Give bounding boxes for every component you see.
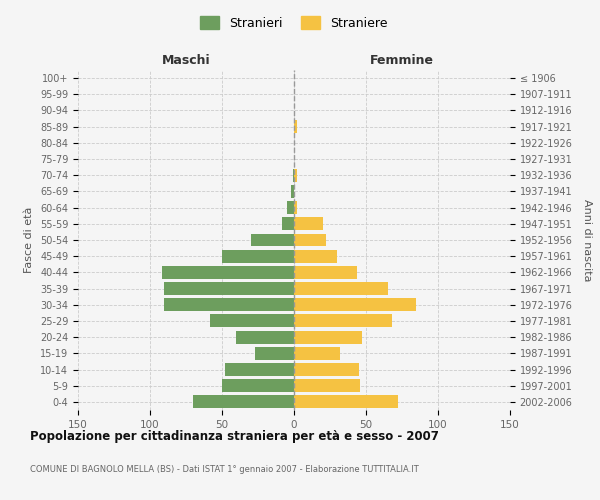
Bar [294, 396, 398, 408]
Bar [222, 250, 294, 262]
Bar [236, 330, 294, 344]
Bar [211, 314, 294, 328]
Y-axis label: Fasce di età: Fasce di età [25, 207, 34, 273]
Bar [291, 185, 294, 198]
Bar [294, 330, 362, 344]
Bar [294, 282, 388, 295]
Bar [293, 169, 294, 181]
Bar [294, 379, 360, 392]
Text: Maschi: Maschi [161, 54, 211, 67]
Bar [164, 282, 294, 295]
Bar [193, 396, 294, 408]
Bar [251, 234, 294, 246]
Bar [294, 234, 326, 246]
Bar [294, 120, 297, 133]
Bar [294, 218, 323, 230]
Bar [161, 266, 294, 279]
Y-axis label: Anni di nascita: Anni di nascita [582, 198, 592, 281]
Bar [283, 218, 294, 230]
Bar [294, 169, 297, 181]
Bar [294, 201, 297, 214]
Bar [294, 298, 416, 311]
Legend: Stranieri, Straniere: Stranieri, Straniere [196, 11, 392, 35]
Bar [294, 347, 340, 360]
Bar [294, 250, 337, 262]
Bar [294, 363, 359, 376]
Bar [222, 379, 294, 392]
Bar [255, 347, 294, 360]
Text: COMUNE DI BAGNOLO MELLA (BS) - Dati ISTAT 1° gennaio 2007 - Elaborazione TUTTITA: COMUNE DI BAGNOLO MELLA (BS) - Dati ISTA… [30, 465, 419, 474]
Bar [294, 314, 392, 328]
Text: Popolazione per cittadinanza straniera per età e sesso - 2007: Popolazione per cittadinanza straniera p… [30, 430, 439, 443]
Bar [225, 363, 294, 376]
Bar [164, 298, 294, 311]
Bar [294, 266, 358, 279]
Bar [287, 201, 294, 214]
Text: Femmine: Femmine [370, 54, 434, 67]
